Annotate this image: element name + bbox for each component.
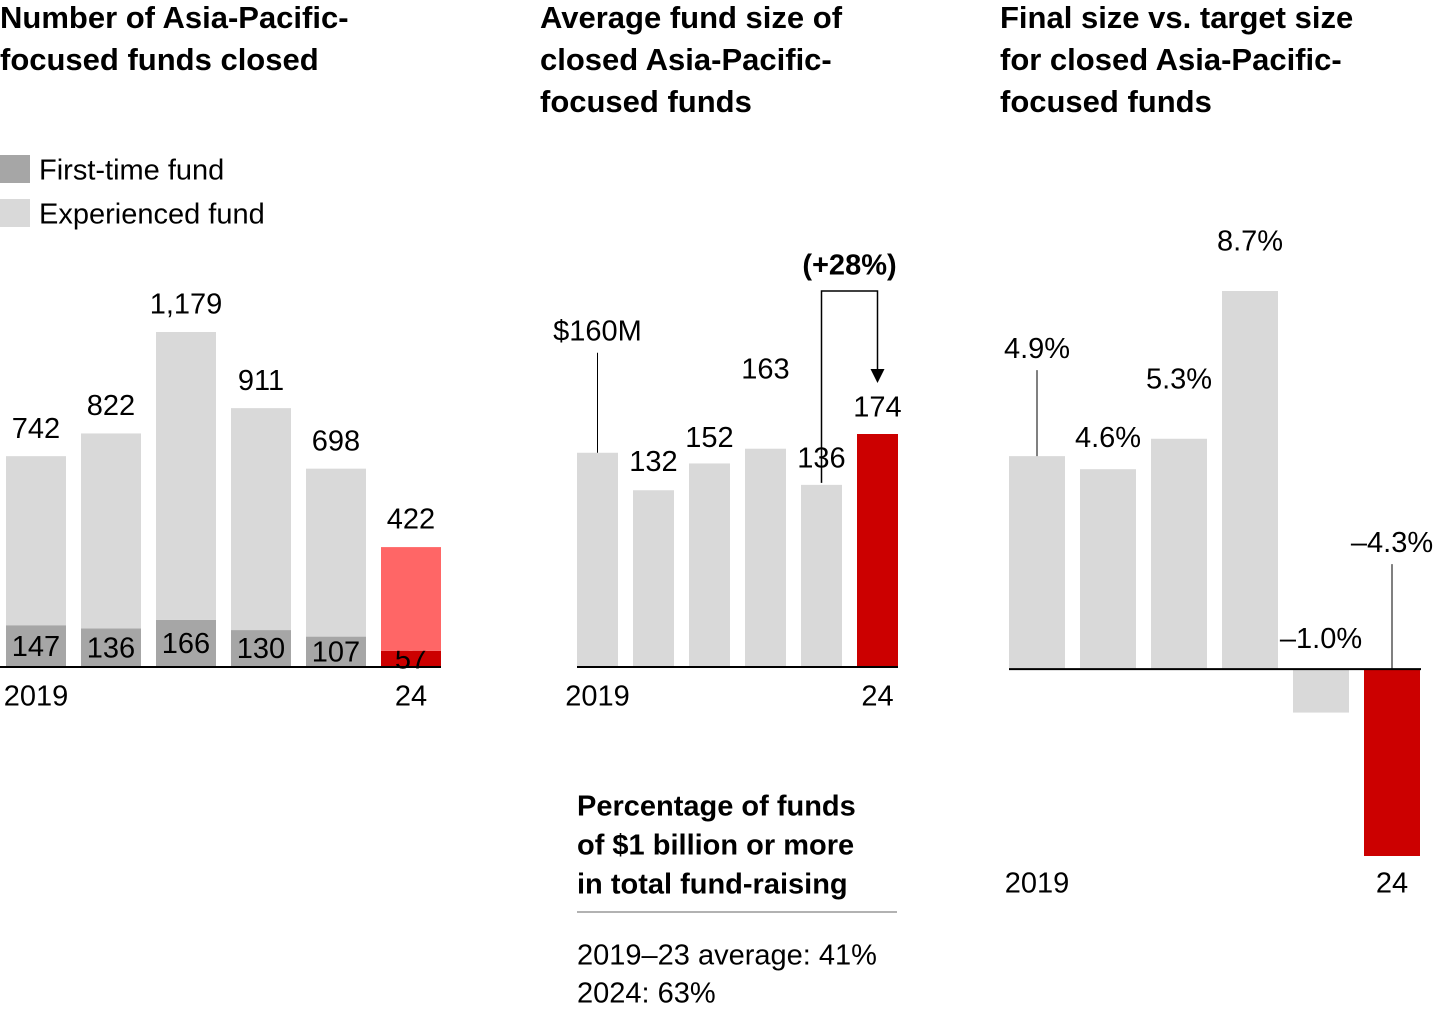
total-label: 742	[12, 413, 60, 445]
x-tick-label: 2019	[565, 681, 630, 713]
value-label: 5.3%	[1146, 363, 1212, 395]
value-label: 4.6%	[1075, 422, 1141, 454]
value-label: –1.0%	[1280, 623, 1362, 655]
segment-label: 166	[162, 628, 210, 660]
bar-segment	[231, 408, 291, 631]
annotation-arrow	[820, 290, 879, 483]
bar	[1151, 438, 1207, 670]
bar-segment	[306, 636, 366, 667]
value-label: 8.7%	[1217, 226, 1283, 258]
value-label: 132	[629, 446, 677, 478]
x-tick-label: 2019	[4, 681, 69, 713]
bar	[633, 490, 674, 667]
bar-segment	[381, 650, 441, 667]
bar	[857, 434, 898, 667]
bar	[1293, 669, 1349, 713]
bar-segment	[81, 433, 141, 629]
total-label: 911	[238, 365, 284, 397]
bar-segment	[306, 468, 366, 637]
chart-title: focused funds	[1000, 84, 1212, 119]
segment-label: 130	[237, 633, 285, 665]
bar-segment	[156, 332, 216, 620]
legend-label: Experienced fund	[39, 199, 265, 231]
arrow-head	[870, 369, 885, 383]
segment-label: 107	[312, 636, 360, 668]
segment-label: 136	[87, 632, 135, 664]
value-label: 152	[685, 422, 733, 454]
total-label: 822	[87, 390, 135, 422]
note-title: of $1 billion or more	[577, 830, 854, 862]
bar	[1009, 456, 1065, 670]
bar-segment	[231, 630, 291, 667]
bar	[1364, 669, 1420, 856]
bar	[689, 463, 730, 667]
legend-swatch	[0, 199, 30, 227]
x-tick-label: 24	[395, 681, 427, 713]
chart-title: Number of Asia-Pacific-	[0, 0, 349, 35]
value-label: $160M	[553, 315, 642, 347]
value-label: 163	[741, 353, 789, 385]
chart-title: Average fund size of	[540, 0, 843, 35]
note-title: in total fund-raising	[577, 869, 848, 901]
bar	[577, 452, 618, 667]
total-label: 1,179	[150, 289, 223, 321]
bar	[1080, 469, 1136, 670]
total-label: 422	[387, 504, 435, 536]
note-line: 2024: 63%	[577, 978, 716, 1010]
note-line: 2019–23 average: 41%	[577, 940, 877, 972]
bar-segment	[156, 619, 216, 667]
x-tick-label: 24	[1376, 868, 1408, 900]
chart-title: focused funds closed	[0, 42, 319, 77]
bar-segment	[6, 456, 66, 626]
value-label: –4.3%	[1351, 527, 1433, 559]
legend-swatch	[0, 155, 30, 183]
annotation: (+28%)	[802, 250, 896, 282]
chart-title: focused funds	[540, 84, 752, 119]
legend-label: First-time fund	[39, 155, 224, 187]
bar	[801, 484, 842, 667]
bar-segment	[6, 625, 66, 667]
chart-title: for closed Asia-Pacific-	[1000, 42, 1342, 77]
value-label: 4.9%	[1004, 333, 1070, 365]
bar	[1222, 291, 1278, 670]
total-label: 698	[312, 425, 360, 457]
note-title: Percentage of funds	[577, 791, 856, 823]
bar-segment	[381, 547, 441, 651]
chart-title: closed Asia-Pacific-	[540, 42, 832, 77]
value-label: 174	[853, 392, 901, 424]
x-tick-label: 24	[861, 681, 893, 713]
chart-title: Final size vs. target size	[1000, 0, 1353, 35]
bar	[745, 448, 786, 667]
segment-label: 147	[12, 631, 60, 663]
bar-segment	[81, 628, 141, 667]
x-tick-label: 2019	[1005, 868, 1070, 900]
